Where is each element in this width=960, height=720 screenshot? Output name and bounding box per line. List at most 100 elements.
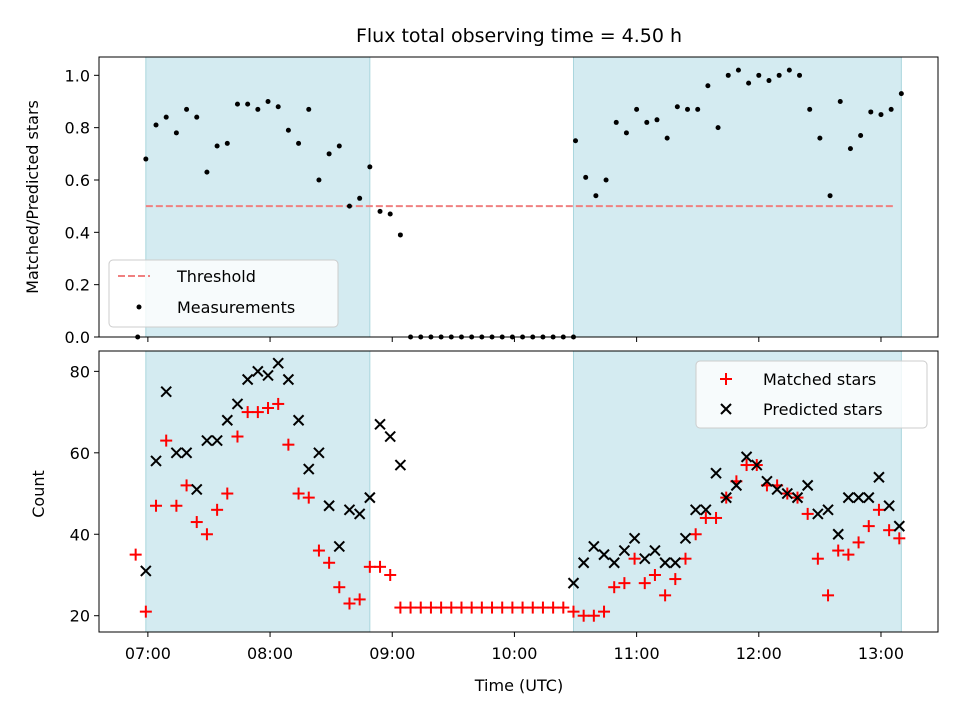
- predicted-point-20: [333, 540, 346, 553]
- measurement-point-68: [807, 106, 813, 112]
- matched-point-36: [486, 601, 499, 614]
- matched-point-25: [374, 560, 387, 573]
- legend-threshold-label: Threshold: [176, 267, 256, 286]
- predicted-point-b: [282, 373, 295, 386]
- predicted-point-b: [221, 414, 234, 426]
- bottom-y-axis-label: Count: [29, 470, 48, 518]
- predicted-point-b: [883, 500, 895, 512]
- matched-point-3: [150, 499, 163, 512]
- predicted-point-b: [211, 434, 223, 447]
- predicted-point-b: [333, 540, 346, 553]
- predicted-point-39: [689, 504, 702, 516]
- predicted-point-54: [842, 491, 855, 504]
- measurement-point-5: [173, 130, 179, 136]
- legend-predicted-label: Predicted stars: [763, 400, 883, 419]
- measurement-point-61: [735, 67, 741, 73]
- shaded-interval-1: [145, 350, 371, 633]
- matched-point-39: [516, 601, 529, 614]
- predicted-point-b: [150, 455, 162, 467]
- predicted-point-31: [608, 557, 620, 569]
- measurement-point-21: [336, 143, 342, 149]
- predicted-point-47: [771, 483, 783, 496]
- matched-point-56: [689, 528, 702, 541]
- measurement-point-19: [316, 177, 322, 183]
- predicted-point-37: [669, 557, 682, 569]
- predicted-point-b: [231, 398, 244, 410]
- measurement-point-62: [746, 80, 752, 86]
- matched-point-74: [872, 503, 885, 516]
- predicted-point-9: [221, 414, 234, 426]
- predicted-point-10: [231, 398, 244, 410]
- x-tick-label-4: 10:00: [491, 644, 537, 663]
- predicted-point-2: [150, 455, 162, 467]
- measurement-point-51: [634, 106, 640, 112]
- measurement-point-48: [603, 177, 609, 183]
- matched-point-48: [608, 581, 621, 594]
- bottom-legend-box: [695, 360, 928, 429]
- predicted-point-53: [832, 528, 844, 540]
- measurement-point-8: [204, 169, 210, 175]
- top-y-tick-label-3: 0.4: [65, 223, 90, 242]
- measurement-point-59: [715, 125, 721, 131]
- measurement-point-76: [888, 106, 894, 112]
- measurement-point-72: [847, 146, 853, 152]
- predicted-point-58: [883, 500, 895, 512]
- measurement-point-18: [306, 106, 312, 112]
- matched-point-67: [801, 507, 814, 520]
- matched-point-18: [302, 491, 315, 504]
- matched-point-76: [893, 532, 906, 545]
- predicted-point-b: [639, 552, 651, 565]
- measurement-point-20: [326, 151, 332, 157]
- bottom-panel: 07:00 08:00 09:00 10:00 11:00 12:00 13:00 20 40…: [29, 350, 939, 695]
- predicted-point-b: [343, 504, 356, 516]
- predicted-point-b: [893, 520, 906, 532]
- matched-point-19: [312, 544, 325, 557]
- measurement-point-75: [878, 112, 884, 118]
- matched-point-49: [618, 577, 631, 590]
- predicted-point-b: [751, 459, 763, 471]
- predicted-point-41: [710, 467, 722, 479]
- predicted-stars-points: [140, 357, 906, 589]
- matched-point-45: [577, 609, 590, 622]
- predicted-point-b: [598, 548, 610, 561]
- matched-point-7: [190, 516, 203, 529]
- measurement-point-26: [387, 211, 393, 217]
- predicted-point-50: [801, 479, 814, 492]
- measurement-point-12: [245, 101, 251, 107]
- predicted-point-46: [761, 475, 773, 488]
- predicted-point-b: [292, 414, 305, 426]
- measurement-point-73: [858, 133, 864, 139]
- bottom-y-tick-label-4: 80: [70, 362, 90, 381]
- measurement-point-49: [613, 119, 619, 125]
- matched-point-44: [567, 605, 580, 618]
- predicted-point-b: [781, 487, 794, 500]
- matched-point-35: [475, 601, 488, 614]
- predicted-point-27: [567, 577, 580, 589]
- matched-point-37: [496, 601, 509, 614]
- measurement-point-25: [377, 208, 383, 214]
- predicted-point-1: [140, 565, 152, 577]
- matched-point-32: [445, 601, 458, 614]
- predicted-point-33: [628, 532, 641, 545]
- measurement-point-9: [214, 143, 220, 149]
- matched-point-52: [648, 568, 661, 581]
- matched-point-13: [251, 406, 264, 419]
- bottom-y-tick-label-2: 40: [70, 525, 90, 544]
- chart-title: Flux total observing time = 4.50 h: [356, 25, 682, 47]
- measurement-point-14: [265, 98, 271, 104]
- matched-point-2: [139, 605, 152, 618]
- predicted-point-b: [679, 532, 692, 545]
- predicted-point-b: [262, 369, 274, 382]
- predicted-point-42: [720, 491, 732, 504]
- predicted-point-b: [303, 463, 315, 475]
- matched-point-33: [455, 601, 468, 614]
- predicted-point-16: [292, 414, 305, 426]
- predicted-point-b: [160, 386, 172, 398]
- top-y-tick-label-1: 0.0: [65, 328, 90, 347]
- measurement-point-57: [695, 106, 701, 112]
- matched-point-9: [211, 503, 224, 516]
- bottom-y-tick-label-1: 20: [70, 607, 90, 626]
- matched-point-4: [160, 434, 173, 447]
- matched-point-11: [231, 430, 244, 443]
